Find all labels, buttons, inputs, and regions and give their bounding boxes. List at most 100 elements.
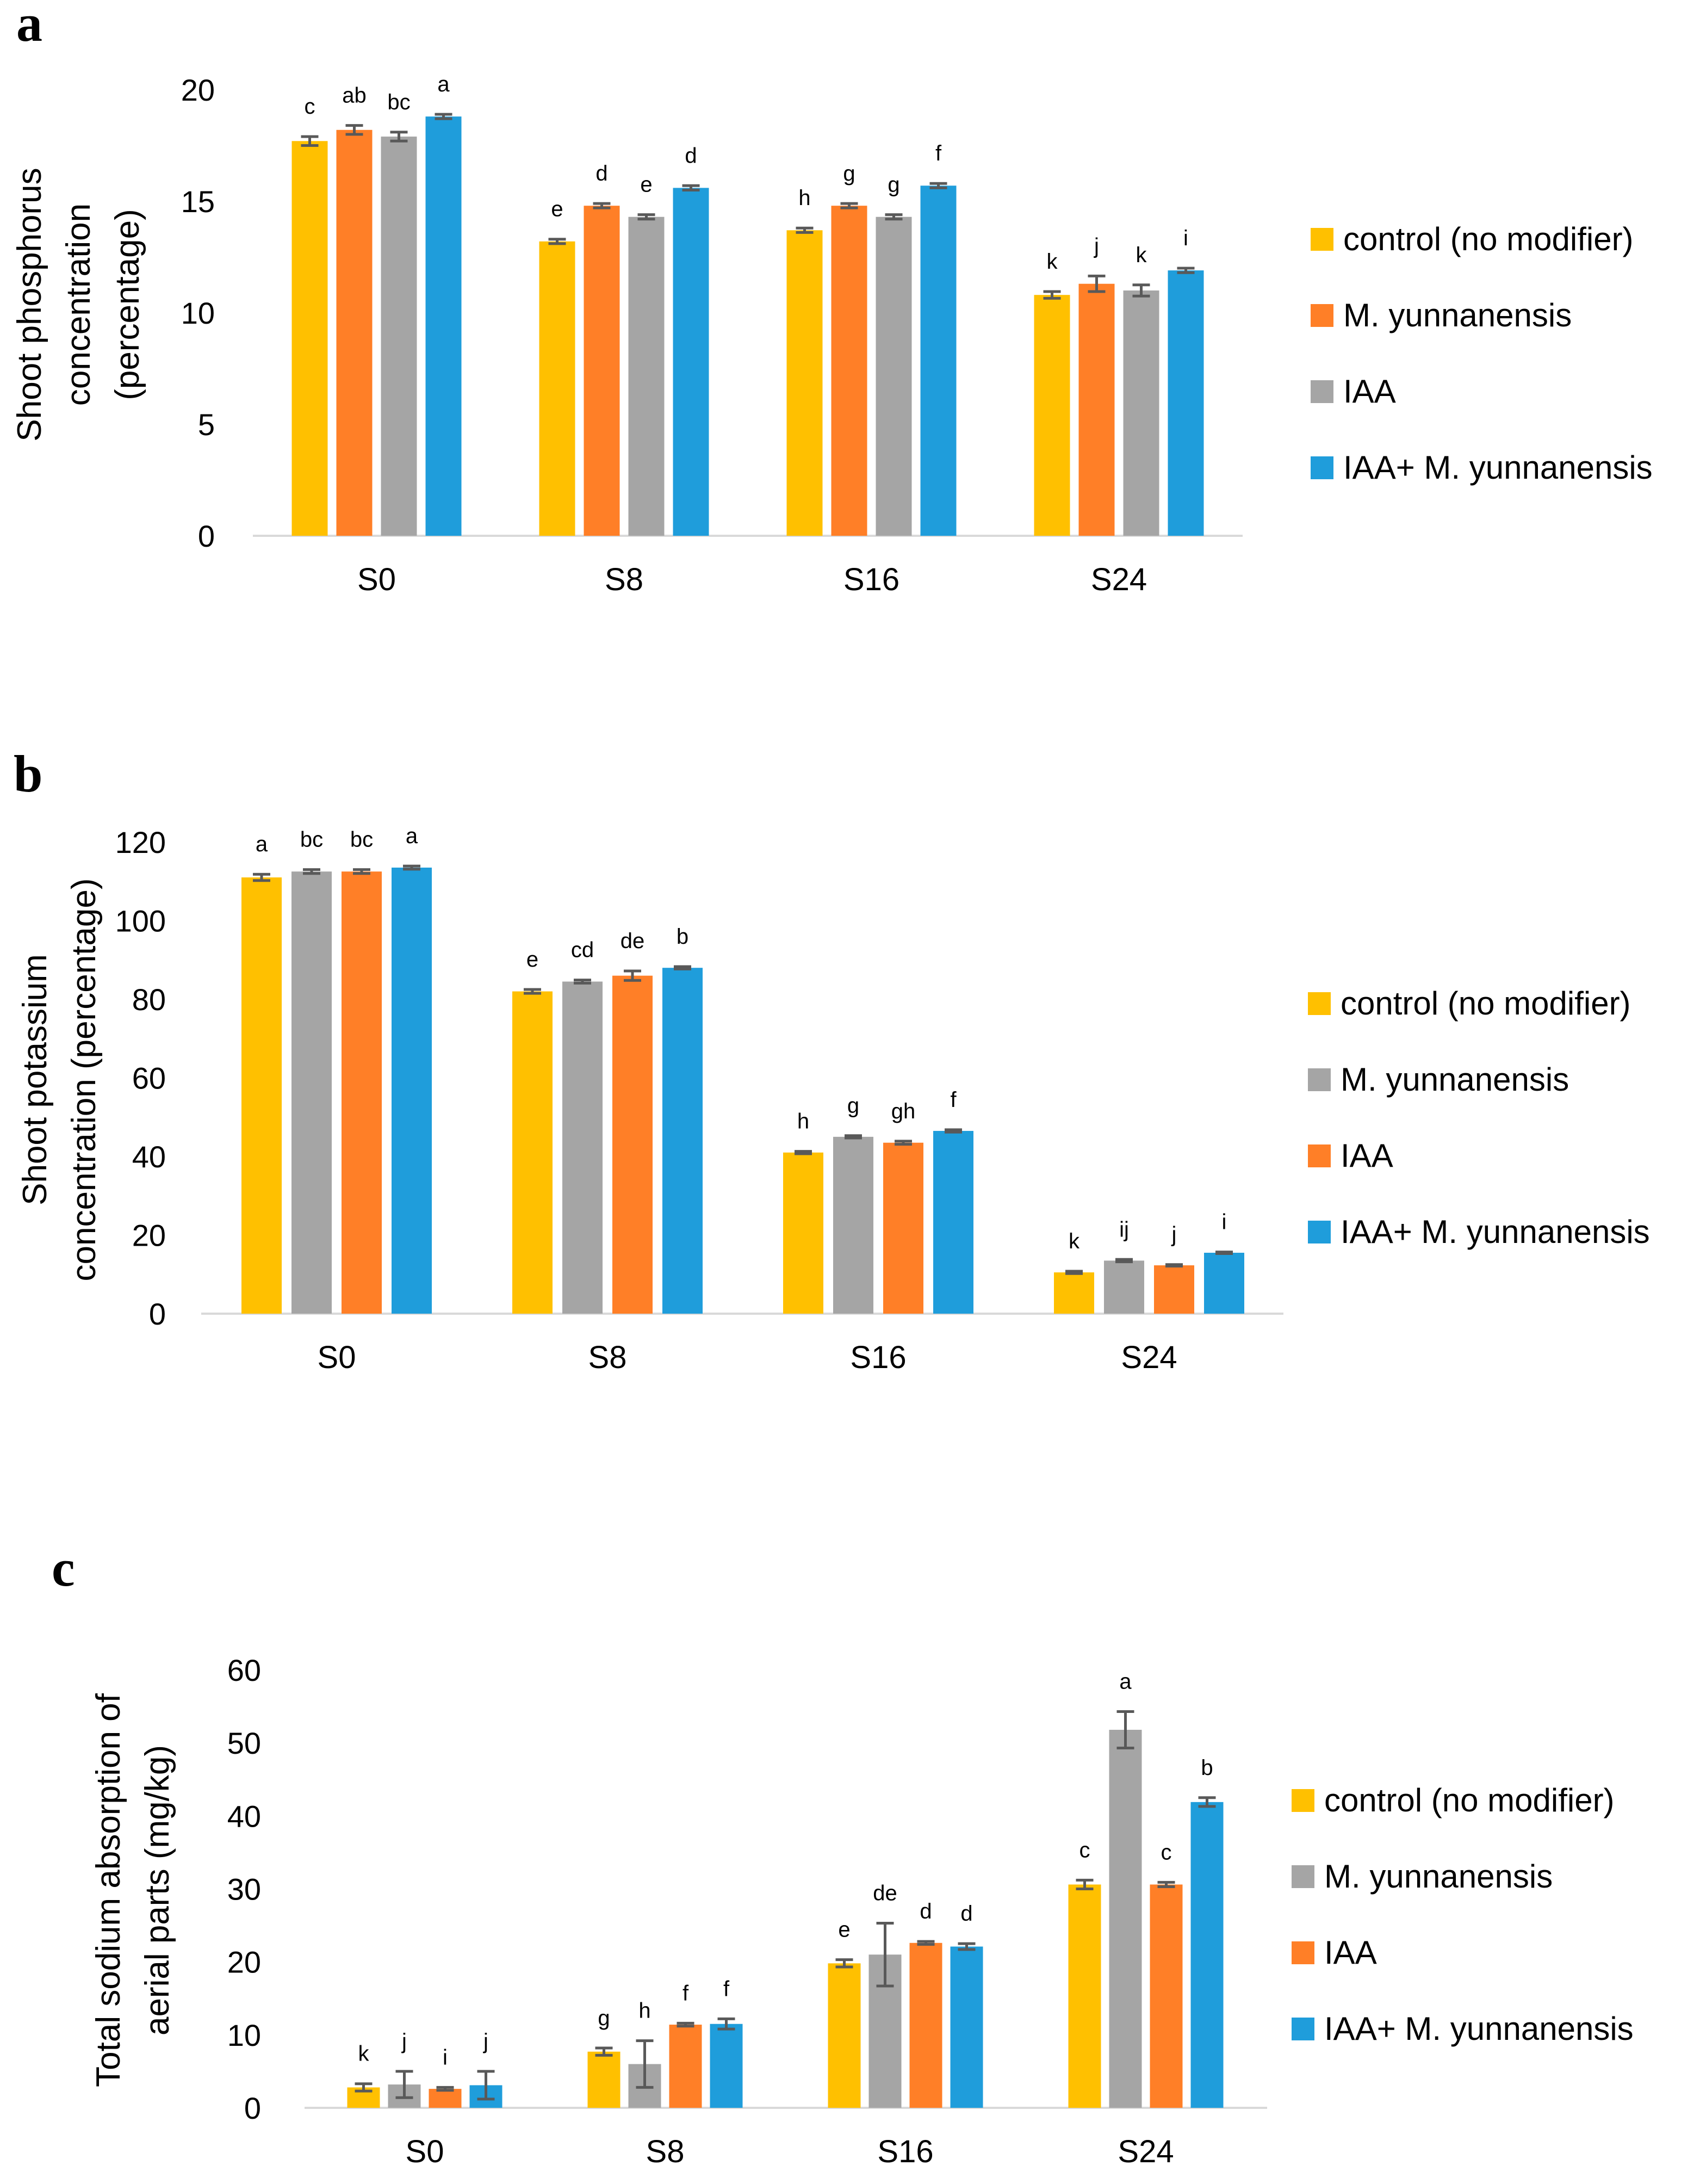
bar [628,216,665,536]
y-tick-label: 60 [132,1061,166,1096]
bar [786,230,823,536]
bar [1168,270,1204,536]
legend-swatch [1308,992,1331,1015]
x-tick-label: S8 [646,2134,685,2169]
bar [336,129,373,536]
bar [1109,1730,1142,2108]
bar [950,1946,983,2108]
legend-swatch [1311,456,1333,479]
significance-letter: d [685,144,697,168]
bar [1104,1260,1144,1314]
bar [562,981,603,1314]
significance-letter: i [1222,1210,1227,1234]
significance-letter: e [526,948,538,972]
x-tick-label: S0 [318,1340,356,1375]
y-tick-label: 20 [227,1945,261,1979]
bar [1078,283,1115,536]
bar [876,216,912,536]
bar [392,867,432,1314]
x-tick-label: S24 [1118,2134,1174,2169]
legend-label: M. yunnanensis [1324,1858,1553,1895]
bar [1123,290,1159,536]
bar [831,206,867,536]
legend-label: IAA+ M. yunnanensis [1324,2010,1634,2047]
significance-letter: de [621,929,645,953]
significance-letter: de [873,1882,897,1905]
panel-letter: b [14,745,42,803]
legend-label: control (no modifier) [1341,985,1631,1022]
significance-letter: h [798,186,810,210]
significance-letter: c [305,95,315,119]
significance-letter: gh [891,1099,916,1123]
significance-letter: g [847,1094,859,1118]
legend-swatch [1308,1144,1331,1167]
significance-letter: d [595,162,607,185]
x-tick-label: S8 [605,562,643,597]
y-tick-label: 0 [149,1297,166,1331]
bar [291,871,332,1314]
significance-letter: j [401,2030,407,2053]
x-tick-label: S16 [843,562,899,597]
panel-letter: c [52,1539,75,1597]
legend-swatch [1292,2018,1314,2040]
legend-label: IAA [1341,1137,1393,1174]
bar [909,1942,942,2108]
y-tick-label: 0 [244,2091,261,2125]
y-tick-label: 60 [227,1653,261,1687]
significance-letter: a [406,824,418,848]
bar [342,871,382,1314]
bar [587,2051,621,2108]
y-tick-label: 50 [227,1726,261,1760]
significance-letter: j [1171,1223,1177,1247]
significance-letter: ij [1119,1217,1129,1241]
x-tick-label: S0 [406,2134,444,2169]
legend-swatch [1308,1068,1331,1091]
significance-letter: d [960,1902,972,1926]
legend-swatch [1292,1789,1314,1812]
significance-letter: b [1201,1756,1213,1780]
y-tick-label: 5 [198,407,215,442]
bar [833,1136,873,1314]
x-tick-label: S16 [877,2134,933,2169]
bar [429,2089,462,2108]
bar [1190,1802,1224,2108]
y-tick-label: 0 [198,519,215,553]
significance-letter: g [598,2006,610,2030]
y-axis-label: aerial parts (mg/kg) [139,1745,176,2035]
significance-letter: e [838,1918,850,1942]
legend-label: M. yunnanensis [1343,297,1572,333]
significance-letter: ab [342,84,367,108]
legend-swatch [1311,380,1333,403]
y-tick-label: 10 [227,2018,261,2052]
significance-letter: a [256,832,268,856]
x-tick-label: S0 [357,562,396,597]
bar [828,1963,861,2108]
y-tick-label: 30 [227,1872,261,1907]
significance-letter: bc [387,90,410,114]
significance-letter: a [1119,1669,1132,1693]
bar [1054,1272,1094,1314]
bar [673,188,709,536]
y-tick-label: 20 [132,1218,166,1253]
significance-letter: h [638,1999,650,2023]
significance-letter: c [1161,1840,1172,1864]
significance-letter: cd [571,938,594,962]
y-axis-label: Total sodium absorption of [90,1693,127,2087]
panel-letter: a [16,0,42,52]
significance-letter: h [797,1110,809,1134]
bar [1204,1253,1244,1314]
legend-swatch [1308,1221,1331,1243]
y-axis-label: (percentage) [109,209,146,400]
significance-letter: c [1079,1838,1090,1862]
legend-label: M. yunnanensis [1341,1061,1569,1098]
bar [1154,1265,1194,1314]
legend-label: IAA [1343,373,1396,410]
significance-letter: j [1094,234,1099,258]
bar [710,2024,743,2108]
significance-letter: i [443,2045,448,2069]
x-tick-label: S24 [1091,562,1147,597]
significance-letter: f [683,1981,689,2005]
panel-a: a Shoot phosphorus concentration (percentag… [11,0,1653,597]
significance-letter: f [950,1088,957,1112]
